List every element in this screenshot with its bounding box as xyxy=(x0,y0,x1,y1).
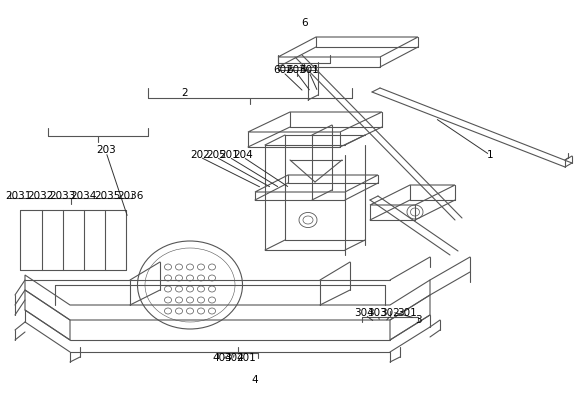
Text: 304: 304 xyxy=(354,308,374,318)
Text: 205: 205 xyxy=(206,150,226,160)
Text: 4: 4 xyxy=(252,375,259,385)
Text: 2031: 2031 xyxy=(5,191,31,201)
Text: 603: 603 xyxy=(286,65,306,75)
Text: 2034: 2034 xyxy=(70,191,96,201)
Text: 303: 303 xyxy=(367,308,387,318)
Text: 2033: 2033 xyxy=(49,191,75,201)
Text: 602: 602 xyxy=(273,65,293,75)
Text: 402: 402 xyxy=(224,353,244,363)
Text: 2035: 2035 xyxy=(94,191,120,201)
Text: 302: 302 xyxy=(380,308,400,318)
Text: 301: 301 xyxy=(397,308,417,318)
Text: 201: 201 xyxy=(219,150,239,160)
Text: 403: 403 xyxy=(212,353,232,363)
Text: 2032: 2032 xyxy=(27,191,53,201)
Text: 1: 1 xyxy=(487,150,493,160)
Text: 2036: 2036 xyxy=(117,191,143,201)
Text: 2: 2 xyxy=(182,88,188,98)
Text: 3: 3 xyxy=(415,315,421,325)
Text: 204: 204 xyxy=(233,150,253,160)
Text: 6: 6 xyxy=(302,18,309,28)
Text: 601: 601 xyxy=(299,65,319,75)
Text: 203: 203 xyxy=(96,145,116,155)
Text: 202: 202 xyxy=(190,150,210,160)
Text: 401: 401 xyxy=(236,353,256,363)
